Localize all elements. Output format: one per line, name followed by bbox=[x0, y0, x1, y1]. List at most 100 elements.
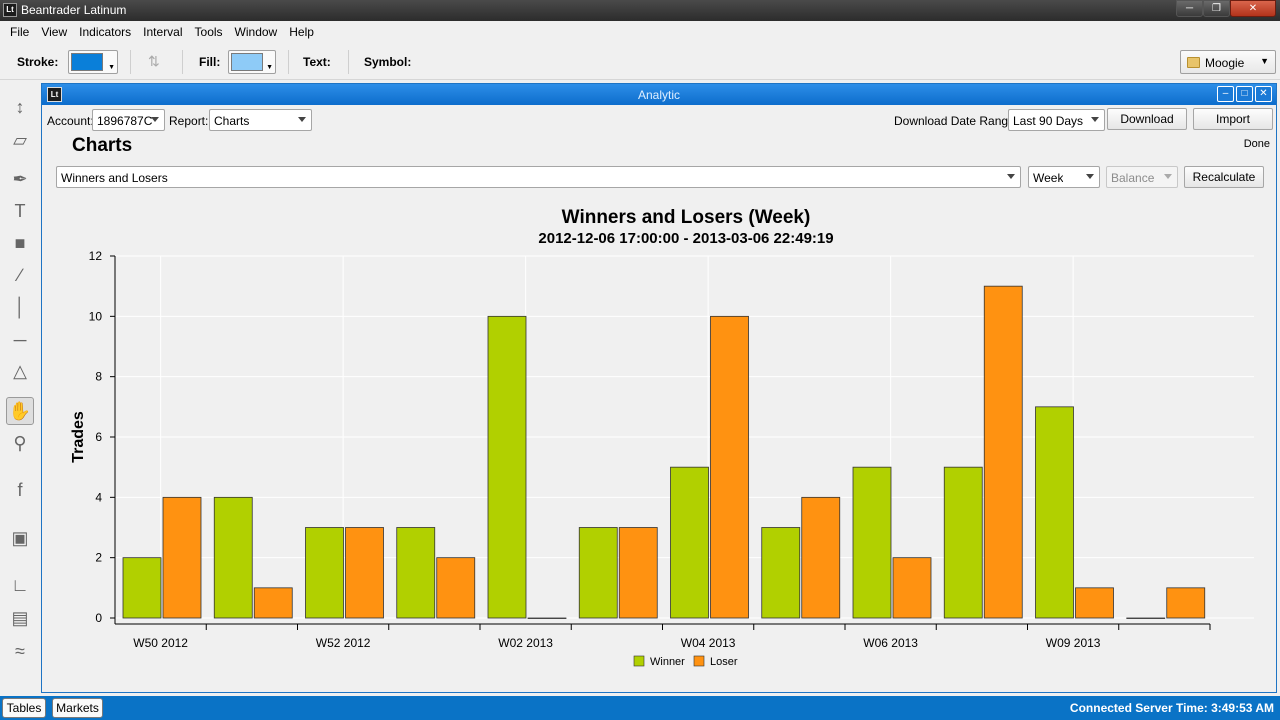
app-icon: Lt bbox=[3, 3, 17, 17]
x-tick-label: W52 2012 bbox=[316, 636, 371, 650]
menu-help[interactable]: Help bbox=[289, 24, 314, 39]
folder-icon bbox=[1187, 57, 1200, 68]
analytic-minimize-button[interactable]: – bbox=[1217, 86, 1234, 102]
close-button[interactable]: ✕ bbox=[1230, 0, 1276, 17]
line-tool-icon[interactable]: ∕ bbox=[18, 264, 22, 285]
vertical-line-tool-icon[interactable]: │ bbox=[14, 296, 26, 317]
period-select[interactable]: Week bbox=[1028, 166, 1100, 188]
bar-loser bbox=[1166, 587, 1206, 619]
fill-color-button[interactable]: ▼ bbox=[228, 50, 276, 74]
fill-color-swatch bbox=[231, 53, 263, 71]
winners-losers-chart: Winners and Losers (Week) 2012-12-06 17:0… bbox=[70, 207, 1254, 668]
report-select[interactable]: Charts bbox=[209, 109, 312, 131]
status-bar: Tables Markets Connected Server Time: 3:… bbox=[0, 696, 1280, 720]
dropdown-arrow-icon: ▼ bbox=[1260, 56, 1269, 66]
analytic-close-button[interactable]: ✕ bbox=[1255, 86, 1272, 102]
zoom-tool-icon[interactable]: ⚲ bbox=[13, 432, 27, 453]
workspace-selector[interactable]: Moogie ▼ bbox=[1180, 50, 1276, 74]
bar-loser bbox=[436, 557, 476, 619]
bar-winner bbox=[213, 496, 253, 619]
bar-loser bbox=[983, 285, 1023, 619]
workspace-name: Moogie bbox=[1205, 56, 1245, 70]
report-label: Report: bbox=[169, 114, 209, 128]
y-tick-label: 6 bbox=[95, 430, 102, 444]
line-chart-tool-icon[interactable]: ≈ bbox=[15, 640, 25, 661]
y-tick-label: 0 bbox=[95, 611, 102, 625]
y-tick-label: 10 bbox=[89, 309, 103, 323]
page-title: Charts bbox=[72, 135, 133, 156]
menu-window[interactable]: Window bbox=[234, 24, 278, 39]
chart-type-select[interactable]: Winners and Losers bbox=[56, 166, 1021, 188]
import-button[interactable]: Import bbox=[1193, 108, 1273, 130]
bar-loser bbox=[710, 315, 749, 619]
analytic-title-bar: Lt Analytic – □ ✕ bbox=[42, 84, 1276, 105]
menu-indicators[interactable]: Indicators bbox=[79, 24, 132, 39]
indicator-tool-icon[interactable]: ∟ bbox=[11, 574, 29, 595]
text-tool-icon[interactable]: T bbox=[14, 200, 26, 221]
period-value: Week bbox=[1033, 171, 1064, 185]
legend-swatch-loser bbox=[693, 655, 705, 667]
chart-type-value: Winners and Losers bbox=[61, 171, 168, 185]
minimize-button[interactable]: ─ bbox=[1176, 0, 1203, 17]
x-tick-label: W06 2013 bbox=[863, 636, 918, 650]
stroke-color-button[interactable]: ▼ bbox=[68, 50, 118, 74]
hand-tool-icon[interactable]: ✋ bbox=[6, 397, 34, 425]
chevron-down-icon bbox=[151, 117, 159, 122]
bar-winner bbox=[761, 527, 801, 619]
account-select[interactable]: 1896787C bbox=[92, 109, 165, 131]
y-axis-label: Trades bbox=[70, 411, 87, 463]
eraser-tool-icon[interactable]: ▱ bbox=[13, 129, 27, 150]
y-tick-label: 12 bbox=[89, 249, 103, 263]
analytic-maximize-button[interactable]: □ bbox=[1236, 86, 1253, 102]
tables-tab[interactable]: Tables bbox=[2, 698, 46, 718]
dropdown-arrow-icon: ▼ bbox=[266, 64, 273, 71]
analytic-title: Analytic bbox=[637, 88, 681, 102]
bar-chart-tool-icon[interactable]: ▤ bbox=[11, 607, 29, 628]
menu-file[interactable]: File bbox=[10, 24, 30, 39]
swap-colors-icon[interactable]: ⇅ bbox=[148, 53, 160, 69]
menu-interval[interactable]: Interval bbox=[143, 24, 183, 39]
account-label: Account: bbox=[47, 114, 94, 128]
rectangle-tool-icon[interactable]: ■ bbox=[14, 232, 26, 253]
menu-view[interactable]: View bbox=[41, 24, 68, 39]
toolbar-separator bbox=[348, 50, 349, 74]
stroke-color-swatch bbox=[71, 53, 103, 71]
metric-select[interactable]: Balance bbox=[1106, 166, 1178, 188]
report-value: Charts bbox=[214, 114, 250, 128]
stamp-tool-icon[interactable]: △ bbox=[13, 360, 27, 381]
bar-winner bbox=[122, 557, 162, 619]
toolbar-separator bbox=[182, 50, 183, 74]
bar-loser bbox=[527, 617, 567, 619]
recalculate-button[interactable]: Recalculate bbox=[1184, 166, 1264, 188]
account-value: 1896787C bbox=[97, 114, 153, 128]
legend-label-winner: Winner bbox=[650, 656, 685, 668]
menu-tools[interactable]: Tools bbox=[194, 24, 223, 39]
date-range-value: Last 90 Days bbox=[1013, 114, 1084, 128]
maximize-button[interactable]: ❐ bbox=[1203, 0, 1230, 17]
analytic-icon: Lt bbox=[47, 87, 62, 102]
bar-winner bbox=[487, 315, 527, 619]
status-text: Done bbox=[1243, 138, 1270, 150]
function-tool-icon[interactable]: f bbox=[17, 479, 23, 500]
chevron-down-icon bbox=[1086, 174, 1094, 179]
date-range-select[interactable]: Last 90 Days bbox=[1008, 109, 1105, 131]
symbol-label: Symbol: bbox=[364, 55, 412, 69]
text-label: Text: bbox=[303, 55, 331, 69]
horizontal-line-tool-icon[interactable]: ─ bbox=[13, 329, 27, 350]
menu-bar: File View Indicators Interval Tools Wind… bbox=[0, 21, 1280, 42]
tool-palette: ↕ ▱ ✒ T ■ ∕ │ ─ △ ✋ ⚲ f ▣ ∟ ▤ ≈ bbox=[0, 81, 40, 693]
metric-value: Balance bbox=[1111, 171, 1155, 185]
markets-tab[interactable]: Markets bbox=[52, 698, 103, 718]
legend-label-loser: Loser bbox=[710, 656, 738, 668]
chevron-down-icon bbox=[1164, 174, 1172, 179]
bar-winner bbox=[943, 466, 983, 619]
toolbar-separator bbox=[288, 50, 289, 74]
panel-tool-icon[interactable]: ▣ bbox=[11, 527, 29, 548]
bar-winner bbox=[305, 527, 344, 619]
y-tick-label: 8 bbox=[95, 370, 102, 384]
pen-tool-icon[interactable]: ✒ bbox=[12, 168, 28, 189]
crosshair-tool-icon[interactable]: ↕ bbox=[15, 96, 25, 117]
download-button[interactable]: Download bbox=[1107, 108, 1187, 130]
bar-loser bbox=[618, 527, 658, 619]
date-range-label: Download Date Range: bbox=[894, 114, 1019, 128]
